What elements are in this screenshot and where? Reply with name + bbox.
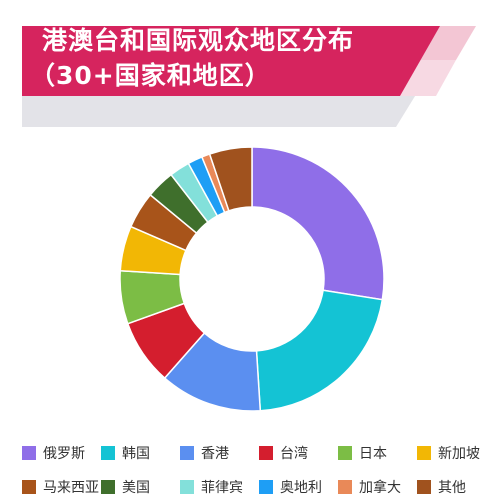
legend-item: 俄罗斯	[22, 443, 101, 463]
legend-label: 加拿大	[359, 480, 401, 496]
legend-swatch	[101, 480, 115, 494]
legend-item: 台湾	[259, 443, 338, 463]
donut-slice-1	[255, 289, 384, 412]
legend-label: 日本	[359, 446, 387, 462]
legend-swatch	[338, 446, 352, 460]
legend-swatch	[180, 480, 194, 494]
title-banner: 港澳台和国际观众地区分布 （30+国家和地区）	[0, 0, 496, 130]
legend-swatch	[259, 480, 273, 494]
legend-row: 马来西亚 美国 菲律宾 奥地利 加拿大 其他	[22, 470, 496, 504]
legend-item: 奥地利	[259, 477, 338, 497]
legend-label: 其他	[438, 480, 466, 496]
chart-legend: 俄罗斯 韩国 香港 台湾 日本 新加坡马来西亚 美国 菲律宾 奥地利 加拿大 其他	[22, 436, 496, 504]
legend-label: 韩国	[122, 446, 150, 462]
legend-label: 菲律宾	[201, 480, 243, 496]
legend-item: 菲律宾	[180, 477, 259, 497]
legend-swatch	[180, 446, 194, 460]
legend-swatch	[22, 446, 36, 460]
legend-swatch	[417, 480, 431, 494]
legend-item: 马来西亚	[22, 477, 101, 497]
legend-swatch	[101, 446, 115, 460]
legend-swatch	[259, 446, 273, 460]
legend-item: 其他	[417, 477, 496, 497]
legend-item: 日本	[338, 443, 417, 463]
legend-item: 新加坡	[417, 443, 496, 463]
legend-item: 美国	[101, 477, 180, 497]
donut-slice-0	[251, 146, 385, 301]
legend-label: 新加坡	[438, 446, 480, 462]
legend-row: 俄罗斯 韩国 香港 台湾 日本 新加坡	[22, 436, 496, 470]
legend-swatch	[417, 446, 431, 460]
legend-item: 加拿大	[338, 477, 417, 497]
donut-chart	[119, 146, 385, 412]
banner-main	[22, 26, 440, 96]
banner-graphic	[22, 26, 476, 127]
donut-slice-11	[208, 146, 253, 212]
legend-label: 马来西亚	[43, 480, 99, 496]
chart-subtitle: （30+国家和地区）	[30, 61, 271, 90]
chart-title: 港澳台和国际观众地区分布	[42, 26, 355, 55]
legend-label: 奥地利	[280, 480, 322, 496]
legend-label: 美国	[122, 480, 150, 496]
legend-swatch	[338, 480, 352, 494]
legend-item: 香港	[180, 443, 259, 463]
banner-gray-bar	[22, 88, 420, 127]
legend-label: 俄罗斯	[43, 446, 85, 462]
legend-label: 台湾	[280, 446, 308, 462]
legend-label: 香港	[201, 446, 229, 462]
legend-item: 韩国	[101, 443, 180, 463]
legend-swatch	[22, 480, 36, 494]
